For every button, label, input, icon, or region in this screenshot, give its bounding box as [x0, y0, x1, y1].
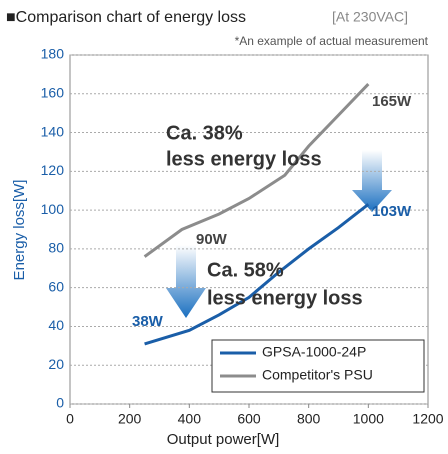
- annotation: 165W: [372, 93, 412, 110]
- title-note: [At 230VAC]: [332, 9, 408, 25]
- annotation: less energy loss: [166, 148, 322, 170]
- y-tick-label: 180: [41, 46, 65, 62]
- x-tick-label: 0: [66, 411, 74, 427]
- x-tick-label: 400: [178, 411, 202, 427]
- y-tick-label: 80: [48, 240, 64, 256]
- y-axis-label: Energy loss[W]: [11, 180, 28, 281]
- arrow: [352, 150, 392, 212]
- legend: [211, 339, 425, 393]
- y-tick-label: 20: [48, 356, 64, 372]
- annotation: 103W: [372, 203, 412, 220]
- subtitle: *An example of actual measurement: [235, 34, 429, 48]
- annotation: 90W: [196, 231, 228, 248]
- chart-title: ■Comparison chart of energy loss: [6, 9, 246, 26]
- annotation: Ca. 58%: [207, 259, 284, 281]
- x-axis-label: Output power[W]: [167, 431, 280, 448]
- annotation: Ca. 38%: [166, 122, 243, 144]
- annotation: 38W: [132, 313, 164, 330]
- arrow: [166, 245, 206, 318]
- y-tick-label: 100: [41, 201, 65, 217]
- y-tick-label: 60: [48, 278, 64, 294]
- x-tick-label: 800: [297, 411, 321, 427]
- line: [143, 83, 370, 258]
- x-tick-label: 1000: [353, 411, 384, 427]
- y-tick-label: 160: [41, 84, 65, 100]
- y-tick-label: 140: [41, 123, 65, 139]
- annotation: less energy loss: [207, 287, 363, 309]
- legend-label: GPSA-1000-24P: [262, 344, 366, 360]
- y-tick-label: 0: [56, 395, 64, 411]
- line: [144, 203, 370, 346]
- x-tick-label: 600: [237, 411, 261, 427]
- y-tick-label: 120: [41, 162, 65, 178]
- y-tick-label: 40: [48, 317, 64, 333]
- x-tick-label: 1200: [412, 411, 443, 427]
- x-tick-label: 200: [118, 411, 142, 427]
- legend-label: Competitor's PSU: [262, 367, 373, 383]
